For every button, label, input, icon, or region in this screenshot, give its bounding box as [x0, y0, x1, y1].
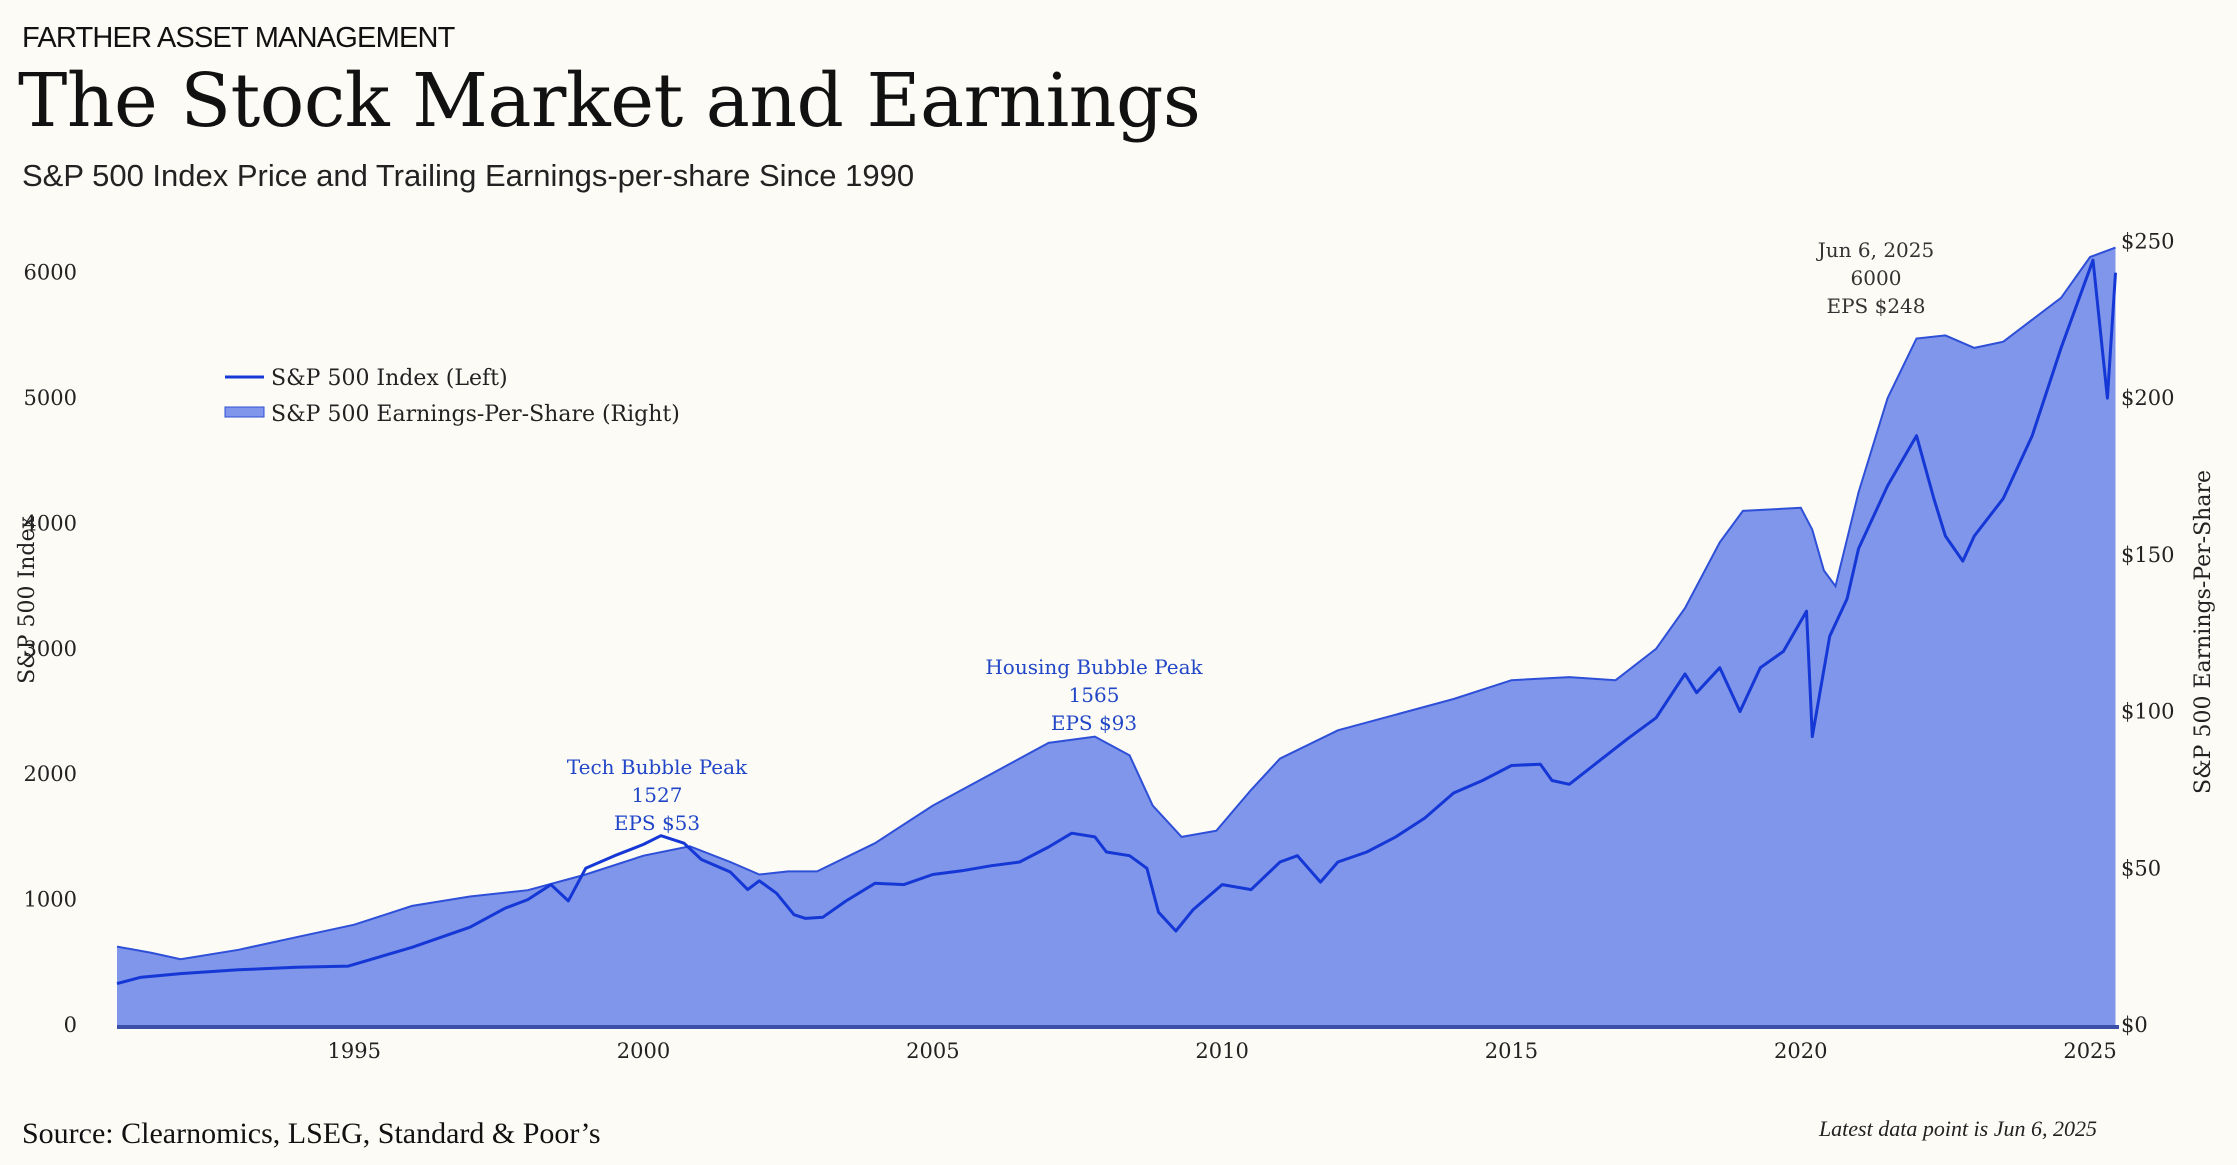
annotation-housing-value: 1565 [1069, 683, 1120, 707]
brand-name: FARTHER ASSET MANAGEMENT [22, 22, 455, 54]
annotation-latest-value: 6000 [1851, 266, 1902, 290]
page-title: The Stock Market and Earnings [18, 58, 1201, 144]
y-left-tick-label: 6000 [24, 261, 77, 285]
annotation-tech-value: 1527 [632, 783, 683, 807]
x-tick-label: 2010 [1195, 1039, 1248, 1063]
y-right-tick-label: $50 [2121, 856, 2161, 880]
sp500-index-line [116, 258, 2117, 986]
annotation-tech-bubble: Tech Bubble Peak 1527 EPS $53 [567, 755, 748, 835]
y-right-tick-label: $150 [2121, 543, 2174, 567]
source-note: Source: Clearnomics, LSEG, Standard & Po… [22, 1117, 601, 1150]
annotation-latest-date: Jun 6, 2025 [1816, 238, 1934, 262]
x-tick-label: 2015 [1485, 1039, 1538, 1063]
annotation-housing-title: Housing Bubble Peak [985, 655, 1203, 679]
plot-area [116, 246, 2117, 1026]
annotation-housing-eps: EPS $93 [1051, 711, 1137, 735]
annotation-latest-eps: EPS $248 [1826, 294, 1925, 318]
x-tick-label: 2000 [617, 1039, 670, 1063]
annotation-tech-title: Tech Bubble Peak [567, 755, 748, 779]
y-right-tick-label: $100 [2121, 700, 2174, 724]
y-left-tick-label: 0 [64, 1013, 77, 1037]
latest-data-note: Latest data point is Jun 6, 2025 [1818, 1116, 2097, 1141]
y-left-tick-label: 4000 [24, 511, 77, 535]
annotation-housing-bubble: Housing Bubble Peak 1565 EPS $93 [985, 655, 1203, 735]
legend-swatch-eps [224, 406, 265, 418]
legend-label-eps: S&P 500 Earnings-Per-Share (Right) [271, 402, 680, 427]
y-right-tick-label: $200 [2121, 386, 2174, 410]
legend-label-index: S&P 500 Index (Left) [271, 366, 508, 391]
eps-area [117, 247, 2116, 1026]
y-axis-left-title: S&P 500 Index [15, 516, 40, 684]
legend: S&P 500 Index (Left) S&P 500 Earnings-Pe… [224, 366, 680, 427]
y-left-tick-label: 3000 [24, 637, 77, 661]
annotation-tech-eps: EPS $53 [614, 811, 700, 835]
page-subtitle: S&P 500 Index Price and Trailing Earning… [22, 158, 915, 193]
axes: 0 1000 2000 3000 4000 5000 6000 $0 $50 $100 $150 $2… [24, 229, 2175, 1063]
x-tick-label: 2025 [2063, 1039, 2116, 1063]
x-tick-label: 1995 [328, 1039, 381, 1063]
x-tick-label: 2020 [1774, 1039, 1827, 1063]
y-axis-right-title: S&P 500 Earnings-Per-Share [2191, 470, 2216, 794]
annotation-latest: Jun 6, 2025 6000 EPS $248 [1816, 238, 1934, 318]
eps-area-edge [116, 246, 2116, 961]
x-tick-label: 2005 [906, 1039, 959, 1063]
y-left-tick-label: 2000 [24, 762, 77, 786]
y-right-tick-label: $0 [2121, 1013, 2148, 1037]
y-left-tick-label: 1000 [24, 888, 77, 912]
y-left-tick-label: 5000 [24, 386, 77, 410]
y-right-tick-label: $250 [2121, 229, 2174, 253]
